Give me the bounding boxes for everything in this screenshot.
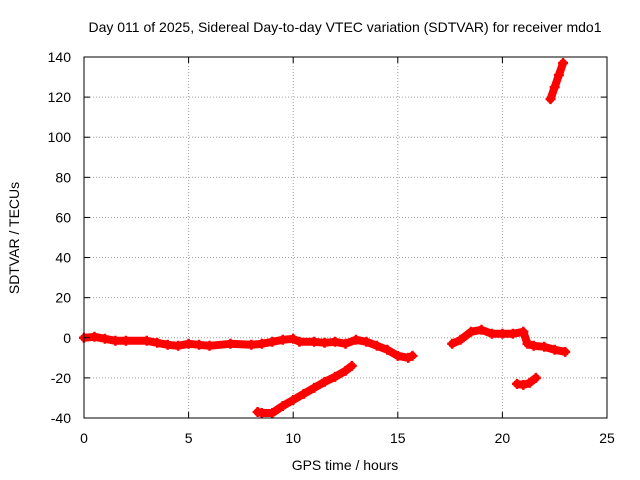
data-point (539, 341, 550, 352)
series-arc-5 (546, 59, 568, 104)
data-point (110, 335, 121, 346)
data-point (120, 335, 131, 346)
data-point (99, 333, 110, 344)
data-point (89, 331, 100, 342)
data-point (476, 324, 487, 335)
data-point (309, 382, 320, 393)
y-axis-label: SDTVAR / TECUs (6, 182, 22, 294)
data-point (225, 338, 236, 349)
data-point (522, 338, 533, 349)
data-point (466, 326, 477, 337)
series-arc-1 (80, 332, 417, 362)
data-point (553, 70, 564, 81)
data-point (309, 336, 320, 347)
y-tick-label: 80 (55, 169, 71, 185)
data-point (319, 376, 330, 387)
data-point (560, 346, 571, 357)
data-point (267, 407, 278, 418)
data-point (530, 372, 541, 383)
x-tick-label: 20 (495, 430, 511, 446)
data-series (79, 58, 571, 418)
data-point (173, 340, 184, 351)
data-point (194, 339, 205, 350)
data-point (518, 379, 529, 390)
data-point (288, 394, 299, 405)
data-point (392, 350, 403, 361)
data-point (447, 338, 458, 349)
data-point (507, 328, 518, 339)
data-point (346, 360, 357, 371)
x-tick-label: 5 (185, 430, 193, 446)
data-point (141, 335, 152, 346)
chart-title: Day 011 of 2025, Sidereal Day-to-day VTE… (88, 19, 601, 35)
x-tick-label: 10 (285, 430, 301, 446)
data-point (361, 336, 372, 347)
data-point (486, 328, 497, 339)
data-point (267, 336, 278, 347)
data-point (298, 388, 309, 399)
data-point (256, 407, 267, 418)
data-point (294, 336, 305, 347)
data-point (518, 326, 529, 337)
data-point (330, 371, 341, 382)
data-point (330, 336, 341, 347)
y-tick-label: 140 (48, 49, 72, 65)
data-point (371, 340, 382, 351)
data-point (549, 82, 560, 93)
x-tick-label: 15 (390, 430, 406, 446)
data-point (455, 334, 466, 345)
y-tick-label: 120 (48, 89, 72, 105)
axis-ticks: 0 5 10 15 20 25 -40 -20 0 20 40 60 80 100 120 140 (48, 49, 615, 446)
data-point (558, 58, 569, 69)
data-point (497, 328, 508, 339)
data-point (549, 344, 560, 355)
data-point (162, 339, 173, 350)
data-point (204, 340, 215, 351)
data-point (528, 340, 539, 351)
y-tick-label: 60 (55, 209, 71, 225)
plot-frame (83, 56, 608, 419)
data-point (183, 338, 194, 349)
x-tick-label: 0 (80, 430, 88, 446)
data-point (152, 337, 163, 348)
data-point (246, 339, 257, 350)
data-point (340, 365, 351, 376)
data-point (340, 338, 351, 349)
data-point (288, 333, 299, 344)
y-tick-label: -40 (51, 410, 71, 426)
data-point (277, 334, 288, 345)
y-tick-label: 0 (63, 330, 71, 346)
x-tick-label: 25 (599, 430, 615, 446)
data-point (407, 350, 418, 361)
y-tick-label: 20 (55, 290, 71, 306)
data-point (319, 337, 330, 348)
data-point (277, 400, 288, 411)
y-tick-label: 40 (55, 250, 71, 266)
grid-lines (84, 57, 607, 418)
x-axis-label: GPS time / hours (292, 457, 399, 473)
y-tick-label: 100 (48, 129, 72, 145)
data-point (382, 344, 393, 355)
data-point (256, 338, 267, 349)
data-point (524, 377, 535, 388)
y-tick-label: -20 (51, 370, 71, 386)
data-point (350, 334, 361, 345)
data-point (545, 94, 556, 105)
